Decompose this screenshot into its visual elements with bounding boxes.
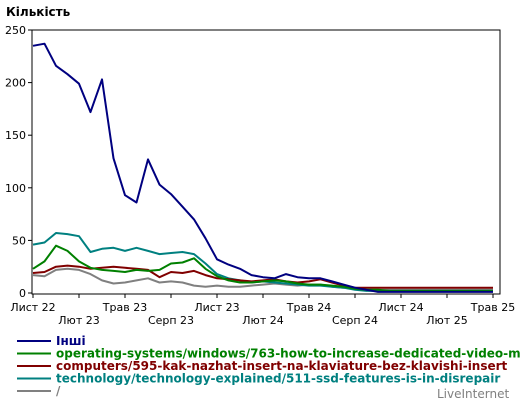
x-tick-label: Трав 25 [470, 301, 515, 314]
legend-label: operating-systems/windows/763-how-to-inc… [56, 347, 520, 361]
legend: Іншіoperating-systems/windows/763-how-to… [17, 334, 520, 398]
x-tick-label: Серп 23 [148, 314, 194, 327]
y-axis: 0 50 100 150 200 250 [5, 24, 32, 300]
x-tick-label: Серп 24 [332, 314, 378, 327]
y-axis-title: Кількість [6, 5, 71, 19]
legend-label: / [56, 384, 61, 398]
x-tick-label: Лист 23 [194, 301, 239, 314]
legend-label: Інші [56, 334, 86, 348]
y-tick-label: 250 [5, 24, 26, 37]
y-tick-label: 150 [5, 129, 26, 142]
series-line-0 [32, 42, 493, 293]
x-tick-label: Лист 24 [378, 301, 423, 314]
y-tick-label: 200 [5, 77, 26, 90]
x-axis: Лист 22 Трав 23 Лист 23 Трав 24 Лист 24 Трав … [10, 294, 515, 327]
x-tick-label: Лют 23 [58, 314, 99, 327]
x-tick-label: Трав 23 [102, 301, 147, 314]
y-tick-label: 50 [12, 234, 26, 247]
plot-series [32, 42, 493, 293]
credit-label: LiveInternet [437, 387, 509, 401]
x-tick-label: Лист 22 [10, 301, 55, 314]
plot-frame [31, 29, 501, 295]
x-tick-label: Лют 24 [242, 314, 283, 327]
y-tick-label: 0 [19, 287, 26, 300]
x-tick-label: Лют 25 [426, 314, 467, 327]
legend-label: computers/595-kak-nazhat-insert-na-klavi… [56, 359, 508, 373]
series-line-4 [32, 267, 493, 291]
x-tick-label: Трав 24 [286, 301, 331, 314]
legend-label: technology/technology-explained/511-ssd-… [56, 372, 500, 386]
y-tick-label: 100 [5, 182, 26, 195]
